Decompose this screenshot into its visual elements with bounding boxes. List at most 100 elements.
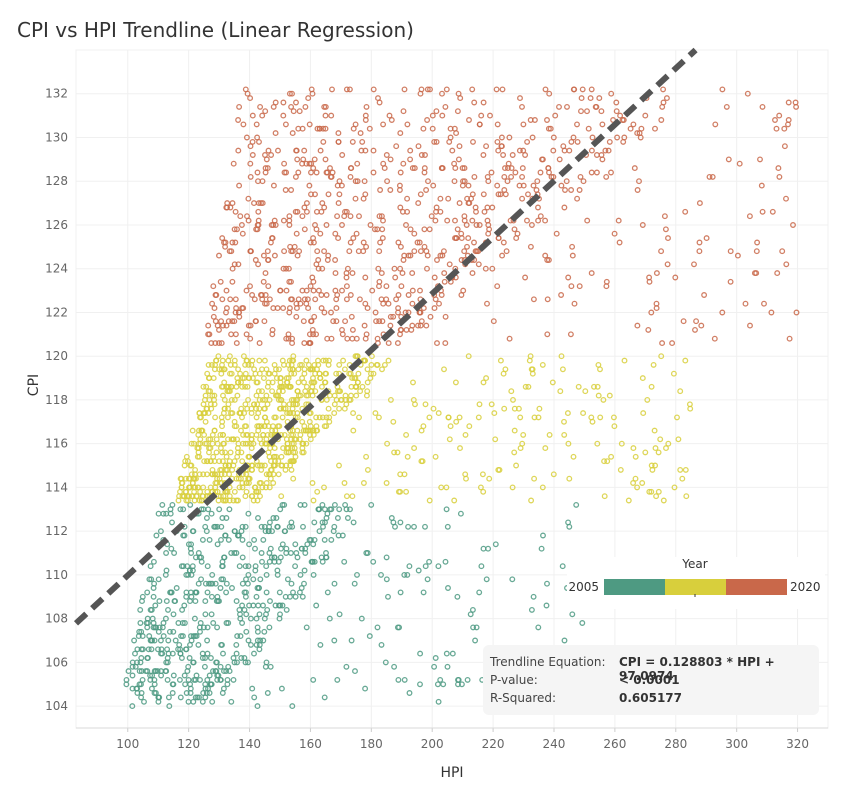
scatter-point [495, 191, 502, 198]
scatter-point [487, 112, 493, 119]
scatter-point [556, 103, 562, 110]
scatter-point [234, 392, 241, 399]
scatter-point [409, 270, 416, 277]
y-tick-label: 120 [45, 349, 68, 363]
scatter-point [433, 208, 439, 215]
scatter-point [601, 458, 608, 465]
scatter-point [404, 453, 411, 460]
scatter-point [774, 270, 781, 277]
scatter-point [217, 431, 224, 438]
scatter-point [148, 606, 155, 613]
scatter-point [227, 296, 234, 303]
scatter-point [361, 178, 368, 185]
scatter-point [574, 138, 581, 145]
scatter-point [634, 322, 641, 329]
scatter-point [239, 523, 246, 530]
scatter-point [320, 357, 327, 364]
scatter-point [257, 576, 264, 583]
scatter-point [321, 536, 328, 543]
scatter-point [273, 515, 280, 521]
scatter-point [360, 239, 367, 246]
scatter-point [441, 278, 448, 285]
scatter-point [232, 309, 239, 316]
scatter-point [220, 650, 226, 657]
scatter-point [278, 685, 285, 692]
scatter-point [325, 405, 332, 412]
scatter-point [210, 283, 217, 290]
scatter-point [385, 340, 392, 347]
scatter-point [528, 222, 535, 228]
y-tick-label: 110 [45, 568, 68, 582]
scatter-point [269, 528, 275, 535]
scatter-point [248, 410, 255, 417]
scatter-point [192, 589, 199, 596]
trendline [73, 47, 698, 626]
scatter-point [561, 147, 568, 154]
scatter-point [363, 243, 370, 250]
scatter-point [456, 200, 463, 207]
scatter-point [570, 453, 577, 460]
scatter-point [455, 676, 462, 683]
scatter-point [387, 313, 394, 320]
scatter-point [400, 257, 407, 263]
scatter-point [475, 414, 482, 421]
scatter-point [179, 606, 186, 613]
scatter-point [314, 248, 321, 255]
scatter-point [312, 296, 319, 303]
scatter-point [354, 160, 361, 167]
scatter-point [166, 703, 173, 710]
scatter-point [636, 178, 642, 185]
scatter-point [282, 593, 289, 600]
scatter-point [261, 414, 268, 421]
scatter-point [216, 326, 222, 333]
scatter-point [558, 292, 565, 298]
scatter-point [274, 305, 281, 312]
scatter-point [242, 593, 249, 600]
scatter-point [353, 230, 360, 237]
scatter-point [376, 213, 383, 220]
scatter-point [672, 274, 679, 281]
scatter-point [255, 222, 262, 228]
scatter-point [519, 103, 525, 110]
scatter-point [197, 436, 204, 443]
scatter-point [781, 143, 788, 150]
scatter-point [152, 602, 159, 609]
scatter-point [287, 550, 294, 556]
scatter-point [285, 361, 292, 368]
scatter-point [522, 274, 529, 281]
scatter-point [289, 458, 296, 465]
scatter-point [457, 510, 464, 517]
scatter-point [241, 655, 248, 661]
scatter-point [280, 112, 287, 119]
scatter-point [320, 138, 327, 145]
scatter-point [272, 602, 279, 609]
scatter-point [249, 292, 256, 298]
scatter-point [442, 103, 449, 110]
scatter-point [400, 108, 407, 115]
scatter-point [283, 379, 290, 386]
scatter-point [212, 414, 219, 421]
scatter-point [247, 95, 254, 102]
scatter-point [191, 488, 198, 495]
scatter-point [297, 501, 304, 508]
scatter-point [249, 462, 256, 469]
scatter-point [181, 620, 188, 626]
scatter-point [255, 515, 261, 521]
scatter-point [340, 357, 347, 364]
scatter-point [330, 318, 337, 325]
scatter-point [747, 322, 753, 329]
scatter-point [256, 611, 263, 618]
scatter-point [258, 466, 265, 473]
scatter-point [529, 134, 536, 141]
scatter-point [236, 563, 243, 570]
scatter-point [272, 130, 279, 137]
scatter-point [282, 121, 289, 128]
scatter-point [301, 340, 308, 347]
scatter-point [310, 239, 317, 246]
y-tick-label: 132 [45, 87, 68, 101]
scatter-point [208, 593, 215, 600]
scatter-point [642, 449, 649, 456]
scatter-point [177, 650, 184, 657]
scatter-point [221, 554, 227, 561]
scatter-points [123, 86, 800, 710]
